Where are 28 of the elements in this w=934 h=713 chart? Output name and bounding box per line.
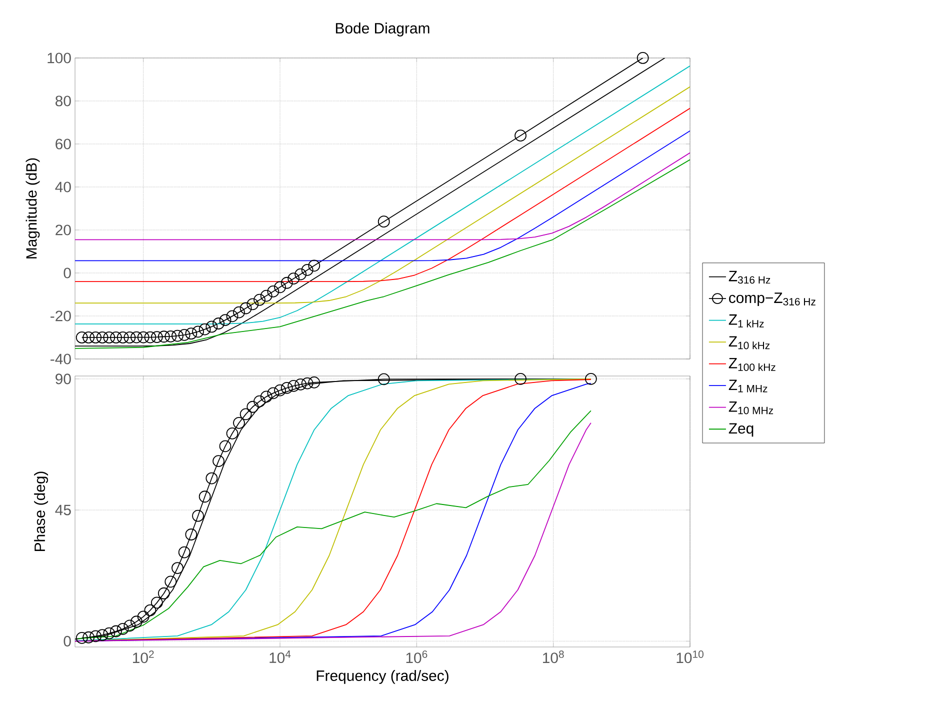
legend-label: Z$_{1 kHz}$ [728, 314, 764, 328]
y-tick-label: 40 [55, 182, 71, 192]
y-tick-label: -40 [50, 354, 71, 364]
x-tick-label: 10$^{6}$ [406, 650, 428, 664]
y-axis-title: Phase (deg) [34, 472, 48, 551]
x-tick-label: 10$^{10}$ [676, 650, 704, 664]
y-tick-label: 90 [56, 374, 71, 384]
y-tick-label: 0 [64, 636, 71, 646]
y-tick-label: 0 [64, 268, 71, 278]
y-tick-label: 100 [48, 52, 71, 64]
legend-label: Z$_{100 kHz}$ [728, 358, 776, 371]
y-tick-label: 60 [56, 138, 71, 150]
y-tick-label: 20 [56, 224, 71, 236]
legend-label: Z$_{316 Hz}$ [728, 270, 770, 284]
y-tick-label: 80 [56, 96, 71, 106]
x-axis-title: Frequency (rad/sec) [316, 670, 448, 684]
legend-label: Z$_{1 MHz}$ [728, 380, 768, 392]
y-axis-title: Magnitude (dB) [26, 158, 40, 258]
chart-title: Bode Diagram [336, 22, 430, 36]
x-tick-label: 10$^{8}$ [543, 650, 564, 664]
legend-label: comp−Z$_{316 Hz}$ [729, 292, 816, 306]
y-tick-label: -20 [50, 310, 71, 322]
legend-label: Z$_{10 MHz}$ [728, 401, 774, 414]
legend-label: Z$_{10 kHz}$ [728, 336, 770, 350]
x-tick-label: 10$^{4}$ [270, 650, 291, 664]
x-tick-label: 10$^{2}$ [133, 650, 154, 664]
y-tick-label: 45 [55, 504, 71, 516]
legend-label: Zeq [728, 423, 754, 437]
